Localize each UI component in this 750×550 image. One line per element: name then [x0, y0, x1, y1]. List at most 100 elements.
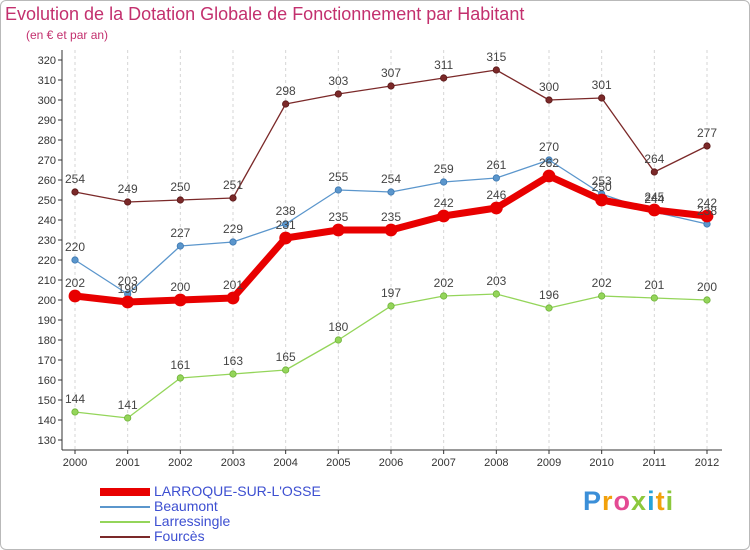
- data-label-larressingle-2012: 200: [697, 280, 717, 294]
- data-label-larressingle-2000: 144: [65, 392, 85, 406]
- y-tick-label-220: 220: [38, 255, 56, 267]
- chart-title: Evolution de la Dotation Globale de Fonc…: [5, 4, 525, 24]
- point-larressingle-2011: [650, 294, 658, 302]
- data-label-beaumont-2007: 259: [434, 162, 454, 176]
- y-tick-label-270: 270: [38, 155, 56, 167]
- data-label-beaumont-2010: 253: [592, 174, 612, 188]
- data-label-larroque-sur-l-osse-2001: 199: [118, 282, 138, 296]
- point-larressingle-2010: [598, 292, 606, 300]
- y-tick-label-210: 210: [38, 275, 56, 287]
- data-label-larressingle-2006: 197: [381, 286, 401, 300]
- data-label-fourc-s-2006: 307: [381, 66, 401, 80]
- data-label-beaumont-2006: 254: [381, 172, 401, 186]
- data-label-beaumont-2003: 229: [223, 222, 243, 236]
- data-label-larroque-sur-l-osse-2010: 250: [592, 180, 612, 194]
- data-label-fourc-s-2009: 300: [539, 80, 559, 94]
- point-fourc-s-2004: [282, 100, 290, 108]
- point-beaumont-2002: [176, 242, 184, 250]
- legend-swatch-larressingle: [100, 521, 150, 523]
- point-larressingle-2006: [387, 302, 395, 310]
- data-label-beaumont-2011: 244: [644, 192, 664, 206]
- y-tick-label-260: 260: [38, 175, 56, 187]
- x-tick-label-2006: 2006: [379, 457, 403, 469]
- data-label-beaumont-2001: 203: [118, 274, 138, 288]
- data-label-larroque-sur-l-osse-2000: 202: [65, 276, 85, 290]
- y-tick-label-150: 150: [38, 395, 56, 407]
- data-label-larressingle-2005: 180: [328, 320, 348, 334]
- legend-swatch-larroque: [100, 488, 150, 496]
- data-label-larressingle-2010: 202: [592, 276, 612, 290]
- x-tick-label-2007: 2007: [431, 457, 455, 469]
- point-fourc-s-2006: [387, 82, 395, 90]
- point-larressingle-2005: [334, 336, 342, 344]
- point-fourc-s-2002: [176, 196, 184, 204]
- point-beaumont-2007: [440, 178, 448, 186]
- data-label-larressingle-2011: 201: [644, 278, 664, 292]
- point-larressingle-2002: [176, 374, 184, 382]
- x-tick-label-2011: 2011: [643, 457, 667, 469]
- point-fourc-s-2007: [440, 74, 448, 82]
- data-label-fourc-s-2000: 254: [65, 172, 85, 186]
- point-larressingle-2001: [124, 414, 132, 422]
- y-tick-label-320: 320: [38, 55, 56, 67]
- data-label-fourc-s-2004: 298: [276, 84, 296, 98]
- point-beaumont-2000: [71, 256, 79, 264]
- y-tick-label-170: 170: [38, 355, 56, 367]
- y-tick-label-280: 280: [38, 135, 56, 147]
- data-label-beaumont-2009: 270: [539, 140, 559, 154]
- point-larressingle-2012: [703, 296, 711, 304]
- legend-swatch-beaumont: [100, 506, 150, 508]
- point-fourc-s-2011: [650, 168, 658, 176]
- data-label-larroque-sur-l-osse-2002: 200: [170, 280, 190, 294]
- x-tick-label-2002: 2002: [168, 457, 192, 469]
- point-larroque-sur-l-osse-2010: [595, 193, 609, 207]
- point-beaumont-2008: [492, 174, 500, 182]
- data-label-beaumont-2004: 238: [276, 204, 296, 218]
- data-label-fourc-s-2012: 277: [697, 126, 717, 140]
- point-larroque-sur-l-osse-2000: [68, 289, 82, 303]
- y-tick-label-240: 240: [38, 215, 56, 227]
- point-larroque-sur-l-osse-2008: [489, 201, 503, 215]
- point-beaumont-2003: [229, 238, 237, 246]
- data-label-beaumont-2005: 255: [328, 170, 348, 184]
- legend-label-fources: Fourcès: [154, 528, 205, 544]
- point-larressingle-2009: [545, 304, 553, 312]
- x-tick-label-2004: 2004: [273, 457, 297, 469]
- data-label-fourc-s-2003: 251: [223, 178, 243, 192]
- data-label-beaumont-2000: 220: [65, 240, 85, 254]
- point-fourc-s-2010: [598, 94, 606, 102]
- point-larroque-sur-l-osse-2007: [437, 209, 451, 223]
- data-label-fourc-s-2011: 264: [644, 152, 664, 166]
- point-larressingle-2000: [71, 408, 79, 416]
- point-larressingle-2007: [440, 292, 448, 300]
- x-tick-label-2010: 2010: [589, 457, 613, 469]
- y-tick-label-160: 160: [38, 375, 56, 387]
- data-label-larroque-sur-l-osse-2006: 235: [381, 210, 401, 224]
- point-larressingle-2003: [229, 370, 237, 378]
- data-label-beaumont-2008: 261: [486, 158, 506, 172]
- y-tick-label-300: 300: [38, 95, 56, 107]
- x-tick-label-2009: 2009: [537, 457, 561, 469]
- point-beaumont-2006: [387, 188, 395, 196]
- x-tick-label-2001: 2001: [115, 457, 139, 469]
- proxiti-logo: Proxiti: [583, 486, 675, 516]
- data-label-beaumont-2002: 227: [170, 226, 190, 240]
- y-tick-label-230: 230: [38, 235, 56, 247]
- point-larroque-sur-l-osse-2005: [331, 223, 345, 237]
- point-beaumont-2004: [282, 220, 290, 228]
- data-label-larressingle-2004: 165: [276, 350, 296, 364]
- y-tick-label-140: 140: [38, 415, 56, 427]
- legend-swatch-fources: [100, 536, 150, 538]
- x-tick-label-2000: 2000: [63, 457, 87, 469]
- point-larroque-sur-l-osse-2003: [226, 291, 240, 305]
- data-label-larressingle-2008: 203: [486, 274, 506, 288]
- data-label-beaumont-2012: 238: [697, 204, 717, 218]
- chart-subtitle: (en € et par an): [26, 28, 109, 42]
- y-tick-label-310: 310: [38, 75, 56, 87]
- data-label-larroque-sur-l-osse-2007: 242: [434, 196, 454, 210]
- point-larroque-sur-l-osse-2012: [700, 209, 714, 223]
- x-tick-label-2012: 2012: [695, 457, 719, 469]
- data-label-larressingle-2007: 202: [434, 276, 454, 290]
- point-fourc-s-2012: [703, 142, 711, 150]
